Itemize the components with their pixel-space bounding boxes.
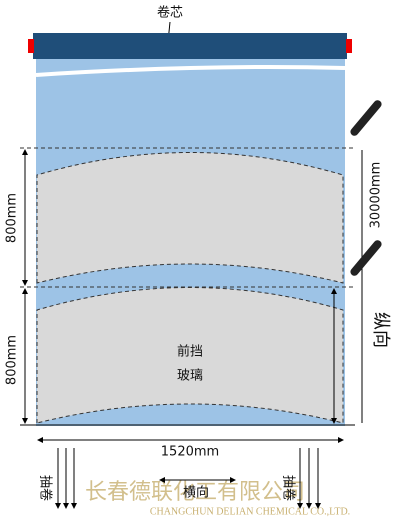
dim-label: 1520mm bbox=[161, 445, 219, 460]
pull-label: 抽卷 bbox=[281, 475, 297, 501]
windshield-lower bbox=[36, 287, 344, 424]
core-end bbox=[28, 39, 34, 53]
direction-label: 横向 bbox=[183, 485, 209, 501]
direction-label: 纵向 bbox=[370, 312, 391, 348]
dim-label: 30000mm bbox=[369, 162, 384, 229]
part-label: 玻璃 bbox=[177, 369, 203, 384]
dim-label: 800mm bbox=[5, 193, 20, 243]
dim-label: 800mm bbox=[5, 335, 20, 385]
knife bbox=[350, 100, 382, 136]
film-edge bbox=[35, 65, 346, 77]
pull-label: 抽卷 bbox=[38, 475, 54, 501]
core bbox=[33, 33, 347, 59]
pull-arrows bbox=[55, 448, 321, 509]
windshield-upper bbox=[36, 152, 344, 284]
knife bbox=[350, 240, 382, 276]
watermark: 长春德联化工有限公司 bbox=[85, 480, 305, 505]
watermark: CHANGCHUN DELIAN CHEMICAL CO.,LTD. bbox=[150, 506, 350, 517]
part-label: 前挡 bbox=[177, 344, 203, 360]
core-label: 卷芯 bbox=[157, 5, 183, 21]
core-end bbox=[346, 39, 352, 53]
